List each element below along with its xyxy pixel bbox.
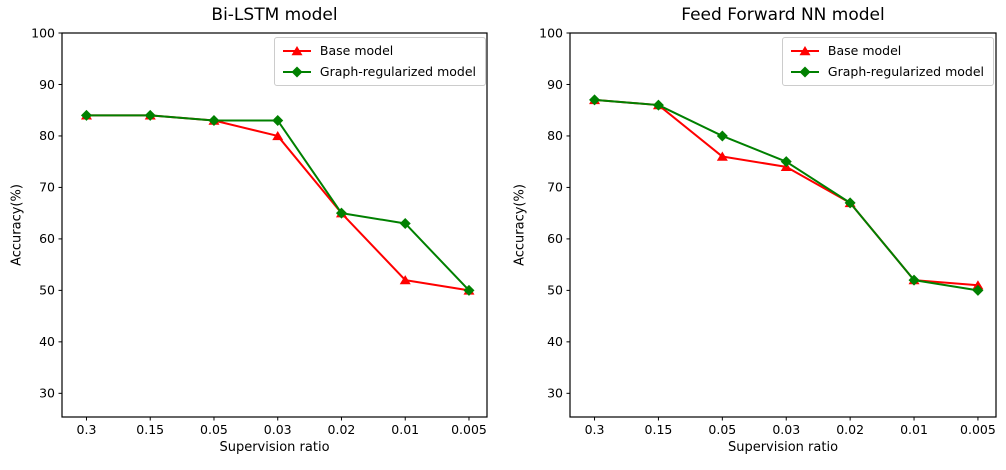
svg-text:50: 50 bbox=[547, 283, 563, 298]
legend-item-graph-regularized-model: Graph-regularized model bbox=[790, 63, 984, 81]
bilstm-plot-area: 30 40 50 60 70 80 90 100 0.3 0.15 0.05 0.03 0.02 0.01… bbox=[31, 25, 488, 437]
svg-text:0.03: 0.03 bbox=[264, 422, 292, 437]
legend-label: Graph-regularized model bbox=[827, 64, 984, 79]
svg-text:0.3: 0.3 bbox=[585, 422, 605, 437]
svg-text:0.02: 0.02 bbox=[836, 422, 864, 437]
legend-label: Base model bbox=[319, 43, 394, 58]
svg-text:0.15: 0.15 bbox=[645, 422, 673, 437]
x-axis-label: Supervision ratio bbox=[219, 440, 330, 455]
chart-panel-bilstm: 30 40 50 60 70 80 90 100 0.3 0.15 0.05 0.03 0.02 0.01… bbox=[9, 5, 488, 455]
svg-text:90: 90 bbox=[547, 77, 563, 92]
svg-text:0.005: 0.005 bbox=[451, 422, 487, 437]
svg-text:40: 40 bbox=[547, 334, 563, 349]
diamond-marker-icon bbox=[282, 65, 312, 79]
svg-text:40: 40 bbox=[39, 334, 55, 349]
svg-text:60: 60 bbox=[547, 231, 563, 246]
x-axis-label: Supervision ratio bbox=[727, 440, 839, 455]
svg-text:0.01: 0.01 bbox=[900, 422, 928, 437]
svg-text:30: 30 bbox=[547, 386, 563, 401]
y-axis-label: Accuracy(%) bbox=[512, 184, 528, 266]
svg-text:90: 90 bbox=[39, 77, 55, 92]
legend: Base model Graph-regularized model bbox=[273, 37, 486, 86]
legend-label: Base model bbox=[827, 43, 902, 58]
chart-panel-feedforward: 30 40 50 60 70 80 90 100 0.3 0.15 0.05 0.03 0.02 0.01… bbox=[503, 0, 1006, 470]
feedforward-plot-area: 30 40 50 60 70 80 90 100 0.3 0.15 0.05 0.03 0.02 0.01… bbox=[539, 25, 997, 437]
svg-text:100: 100 bbox=[31, 25, 55, 40]
legend-item-base-model: Base model bbox=[282, 42, 476, 60]
svg-text:60: 60 bbox=[39, 231, 55, 246]
diamond-marker-icon bbox=[790, 65, 820, 79]
svg-text:0.03: 0.03 bbox=[772, 422, 800, 437]
svg-text:0.3: 0.3 bbox=[77, 422, 97, 437]
chart-title-bilstm: Bi-LSTM model bbox=[211, 5, 338, 25]
svg-text:0.005: 0.005 bbox=[960, 422, 996, 437]
svg-text:0.05: 0.05 bbox=[200, 422, 228, 437]
legend-item-graph-regularized-model: Graph-regularized model bbox=[282, 63, 476, 81]
svg-text:0.01: 0.01 bbox=[391, 422, 419, 437]
svg-text:80: 80 bbox=[39, 128, 55, 143]
legend-item-base-model: Base model bbox=[790, 42, 984, 60]
svg-text:0.15: 0.15 bbox=[136, 422, 164, 437]
triangle-marker-icon bbox=[282, 44, 312, 58]
chart-title-feedforward: Feed Forward NN model bbox=[681, 5, 885, 25]
svg-text:0.05: 0.05 bbox=[708, 422, 736, 437]
svg-text:80: 80 bbox=[547, 128, 563, 143]
y-axis-label: Accuracy(%) bbox=[9, 184, 25, 266]
svg-text:50: 50 bbox=[39, 283, 55, 298]
svg-text:70: 70 bbox=[39, 180, 55, 195]
legend: Base model Graph-regularized model bbox=[781, 37, 994, 86]
triangle-marker-icon bbox=[790, 44, 820, 58]
svg-text:30: 30 bbox=[39, 386, 55, 401]
svg-text:100: 100 bbox=[539, 25, 563, 40]
svg-text:0.02: 0.02 bbox=[328, 422, 356, 437]
legend-label: Graph-regularized model bbox=[319, 64, 476, 79]
svg-text:70: 70 bbox=[547, 180, 563, 195]
